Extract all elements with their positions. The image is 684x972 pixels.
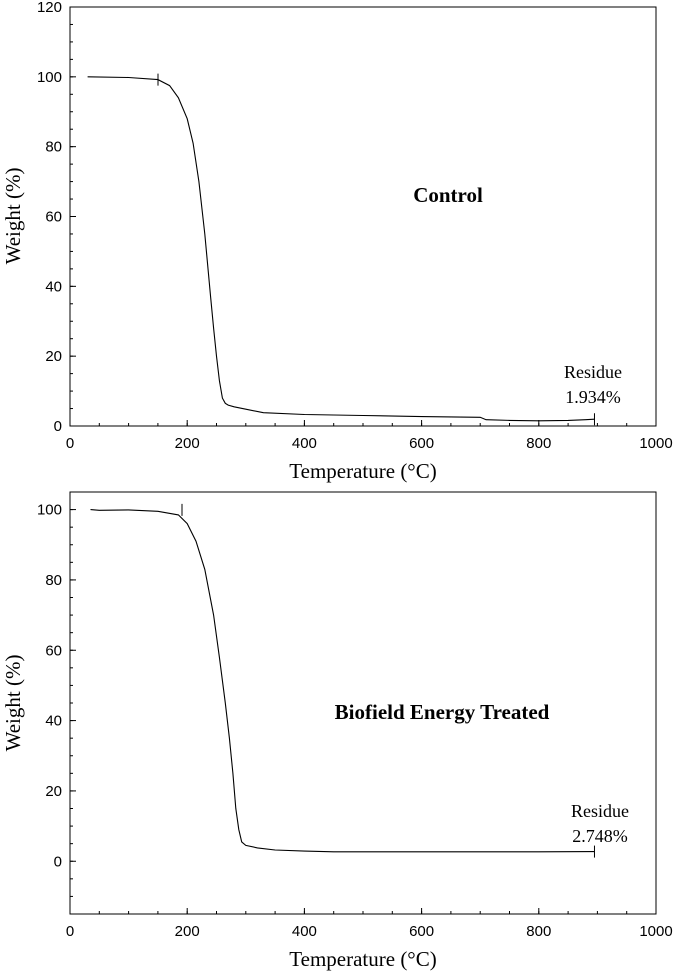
x-tick-label: 600	[409, 435, 434, 452]
chart-title: Biofield Energy Treated	[335, 700, 550, 724]
x-tick-label: 1000	[639, 435, 672, 452]
treated-chart: 0 20 40 60 80 100 0 200 400 600 800 1000 Biofield …	[1, 491, 673, 971]
curve-markers	[181, 503, 595, 858]
y-tick-label: 80	[45, 572, 62, 589]
residue-label: Residue	[564, 362, 622, 382]
y-tick-label: 40	[45, 278, 62, 295]
x-tick-label: 800	[526, 923, 551, 940]
y-tick-label: 20	[45, 783, 62, 800]
y-tick-label: 100	[37, 69, 62, 86]
y-tick-label: 20	[45, 348, 62, 365]
x-axis: 0 200 400 600 800 1000	[66, 420, 673, 452]
residue-label: Residue	[571, 801, 629, 821]
x-axis-title: Temperature (°C)	[289, 459, 436, 483]
y-tick-label: 60	[45, 209, 62, 226]
x-tick-label: 400	[292, 435, 317, 452]
x-tick-label: 200	[175, 435, 200, 452]
x-tick-label: 800	[526, 435, 551, 452]
x-tick-label: 1000	[639, 923, 672, 940]
y-axis-title: Weight (%)	[1, 655, 25, 752]
chart-title: Control	[413, 183, 483, 207]
x-tick-label: 200	[175, 923, 200, 940]
y-tick-label: 80	[45, 139, 62, 156]
x-tick-label: 0	[66, 923, 74, 940]
y-tick-label: 100	[37, 502, 62, 519]
x-tick-label: 0	[66, 435, 74, 452]
residue-value: 2.748%	[572, 826, 628, 846]
y-axis: 0 20 40 60 80 100	[37, 491, 76, 915]
y-tick-label: 40	[45, 713, 62, 730]
residue-value: 1.934%	[565, 387, 621, 407]
x-axis: 0 200 400 600 800 1000	[66, 908, 673, 940]
y-tick-label: 0	[54, 853, 62, 870]
y-tick-label: 60	[45, 642, 62, 659]
x-tick-label: 400	[292, 923, 317, 940]
control-chart: 0 20 40 60 80 100 120 0 200 400 600 800 1000 Contro…	[1, 0, 673, 483]
curve-markers	[157, 73, 595, 426]
x-axis-title: Temperature (°C)	[289, 947, 436, 971]
weight-curve	[87, 76, 595, 422]
weight-curve	[90, 509, 595, 853]
y-axis-title: Weight (%)	[1, 168, 25, 265]
y-tick-label: 0	[54, 418, 62, 435]
y-axis: 0 20 40 60 80 100 120	[37, 0, 76, 435]
y-tick-label: 120	[37, 0, 62, 16]
x-tick-label: 600	[409, 923, 434, 940]
